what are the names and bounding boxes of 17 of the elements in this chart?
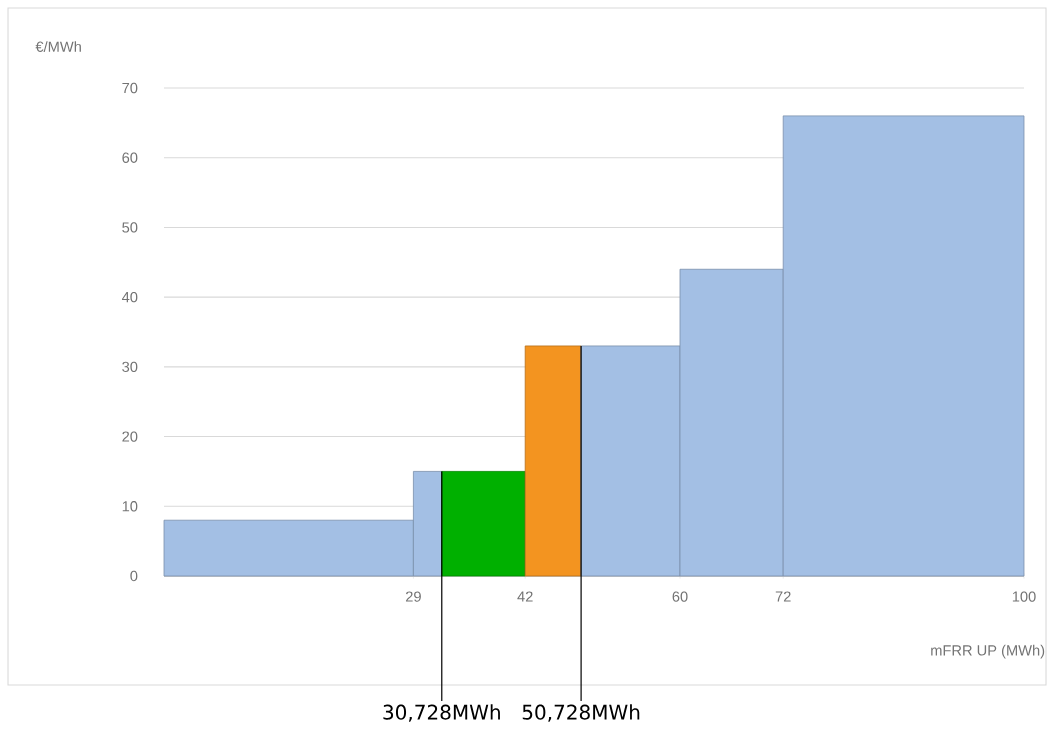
x-tick-label: 42	[517, 591, 533, 602]
y-tick-label: 60	[122, 152, 138, 163]
x-tick-label: 72	[775, 591, 791, 602]
y-tick-label: 40	[121, 291, 138, 303]
y-tick-label: 20	[122, 431, 138, 442]
y-tick-label: 70	[122, 82, 138, 94]
annotation: 30,728MWh	[383, 704, 500, 722]
x-tick-label: 60	[672, 591, 688, 602]
y-tick-label: 10	[122, 501, 138, 512]
x-axis-title: mFRR UP (MWh)	[931, 644, 1045, 659]
y-tick-label: 0	[130, 570, 138, 582]
y-axis-title: €/MWh	[35, 41, 81, 52]
annotation: 50,728MWh	[522, 704, 640, 722]
x-tick-label: 29	[405, 591, 421, 602]
y-tick-label: 30	[122, 361, 138, 373]
x-tick-label: 100	[1012, 591, 1036, 602]
y-tick-label: 50	[122, 222, 138, 233]
